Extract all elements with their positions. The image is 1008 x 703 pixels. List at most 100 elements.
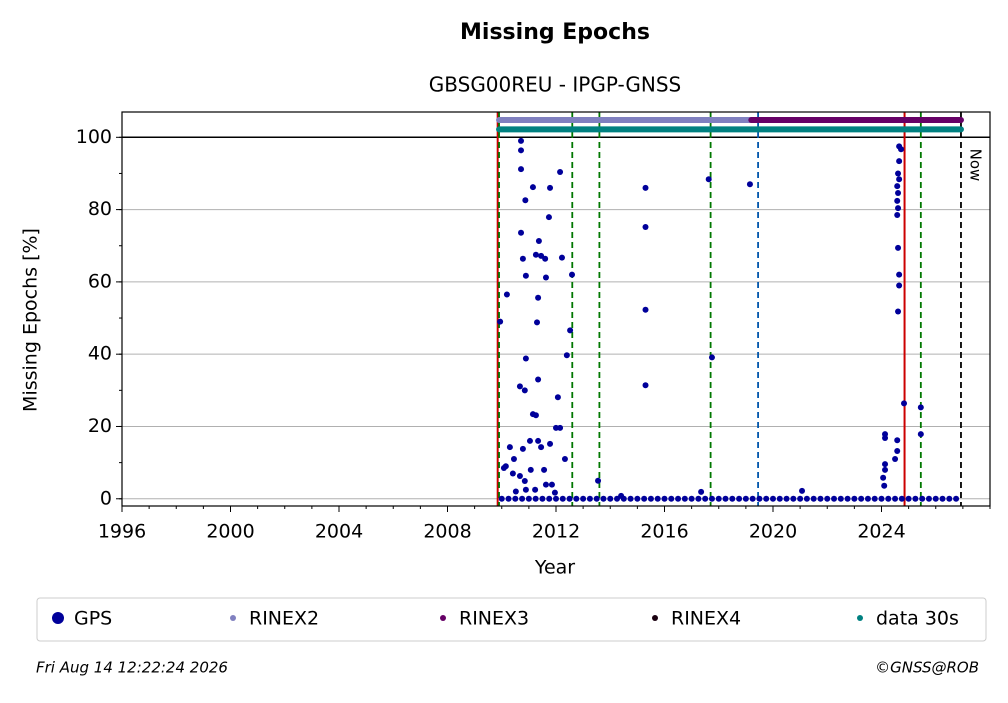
data-point (722, 495, 729, 502)
data-point (702, 495, 709, 502)
legend-box (36, 597, 987, 642)
legend-label: data 30s (876, 608, 959, 630)
data-point (595, 477, 602, 484)
data-point (527, 466, 534, 473)
data-point (614, 495, 621, 502)
data-point (729, 495, 736, 502)
data-point (505, 495, 512, 502)
data-point (901, 400, 908, 407)
data-point (512, 488, 519, 495)
y-axis-label: Missing Epochs [%] (20, 228, 42, 412)
y-tick-label: 0 (100, 487, 112, 509)
data-point (894, 197, 901, 204)
data-point (607, 495, 614, 502)
x-axis-label: Year (534, 557, 575, 579)
data-point (518, 166, 525, 173)
data-point (518, 229, 525, 236)
data-point (559, 495, 566, 502)
data-point (892, 495, 899, 502)
data-point (763, 495, 770, 502)
data-point (522, 272, 529, 279)
data-point (898, 146, 905, 153)
data-point (898, 495, 905, 502)
data-point (580, 495, 587, 502)
data-point (548, 481, 555, 488)
data-point (561, 456, 568, 463)
data-point (497, 318, 504, 325)
data-point (882, 435, 889, 442)
data-point (756, 495, 763, 502)
data-point (661, 495, 668, 502)
data-point (600, 495, 607, 502)
data-point (509, 470, 516, 477)
data-point (895, 189, 902, 196)
data-point (736, 495, 743, 502)
legend-label: RINEX3 (459, 608, 529, 630)
data-point (882, 466, 889, 473)
data-point (512, 495, 519, 502)
data-point (895, 205, 902, 212)
data-point (675, 495, 682, 502)
data-point (817, 495, 824, 502)
data-point (783, 495, 790, 502)
legend-marker (52, 612, 64, 624)
data-point (742, 495, 749, 502)
chart-title: Missing Epochs (460, 20, 650, 45)
data-point (522, 355, 529, 362)
data-point (521, 478, 528, 485)
data-point (917, 404, 924, 411)
data-point (518, 147, 525, 154)
data-point (946, 495, 953, 502)
data-point (557, 169, 564, 176)
data-point (810, 495, 817, 502)
data-point (770, 495, 776, 502)
data-point (896, 176, 903, 183)
data-point (831, 495, 838, 502)
data-point (642, 184, 649, 191)
data-point (502, 463, 509, 470)
data-point (905, 495, 912, 502)
data-point (532, 486, 539, 493)
y-tick-label: 20 (88, 415, 112, 437)
data-point (837, 495, 844, 502)
data-point (542, 481, 549, 488)
x-tick-label: 2016 (640, 521, 688, 543)
data-point (895, 170, 902, 177)
data-point (647, 495, 654, 502)
data-point (519, 255, 526, 262)
data-point (546, 495, 553, 502)
data-point (593, 495, 600, 502)
data-point (864, 495, 871, 502)
data-point (790, 495, 797, 502)
data-point (925, 495, 932, 502)
timestamp: Fri Aug 14 12:22:24 2026 (36, 659, 228, 677)
data-point (525, 495, 532, 502)
data-point (586, 495, 593, 502)
data-point (535, 376, 542, 383)
data-point (892, 456, 899, 463)
data-point (895, 244, 902, 251)
legend-marker (230, 615, 236, 621)
data-point (569, 271, 576, 278)
data-point (545, 214, 552, 221)
data-point (896, 158, 903, 165)
legend-label: GPS (74, 608, 112, 630)
x-tick-label: 2004 (315, 521, 363, 543)
annotation: Now (966, 149, 984, 182)
data-point (858, 495, 865, 502)
data-point (519, 495, 526, 502)
x-tick-label: 2020 (749, 521, 797, 543)
data-point (708, 354, 715, 361)
data-point (882, 461, 889, 468)
y-tick-label: 80 (88, 198, 112, 220)
data-point (642, 306, 649, 313)
data-point (539, 495, 546, 502)
legend-marker (857, 615, 863, 621)
data-point (885, 495, 892, 502)
data-point (681, 495, 688, 502)
data-point (541, 466, 548, 473)
data-point (642, 382, 649, 389)
data-point (547, 440, 554, 447)
x-tick-label: 1996 (98, 521, 146, 543)
